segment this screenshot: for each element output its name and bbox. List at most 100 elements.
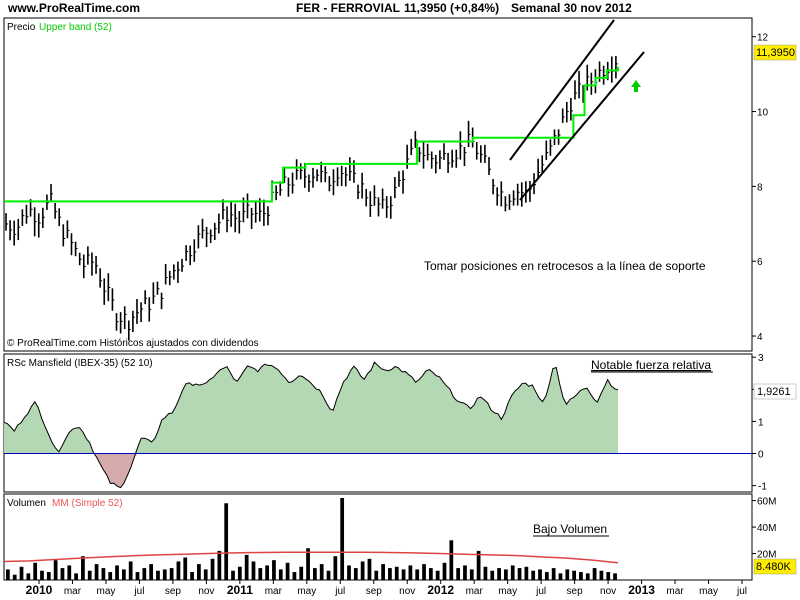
volume-bar	[278, 569, 283, 580]
volume-ma-line	[4, 551, 619, 564]
x-tick-label: 2012	[427, 583, 454, 597]
volume-y-tick-label: 20M	[757, 550, 776, 561]
rsc-positive-area	[4, 362, 618, 454]
volume-bar	[469, 569, 474, 580]
volume-y-tick-label: 60M	[757, 497, 776, 508]
volume-bar	[121, 569, 126, 580]
volume-bar	[169, 568, 174, 580]
x-tick-label: mar	[64, 586, 82, 597]
volume-bar	[592, 568, 597, 580]
volume-bar	[176, 561, 181, 580]
rsc-negative-area	[4, 453, 618, 488]
x-tick-label: mar	[265, 586, 283, 597]
volume-bar	[504, 569, 508, 580]
x-tick-label: nov	[198, 586, 214, 597]
x-tick-label: nov	[399, 586, 415, 597]
volume-bar	[476, 550, 481, 580]
volume-bar	[606, 572, 611, 580]
volume-bar	[538, 569, 542, 580]
volume-bar	[565, 569, 570, 580]
rsc-last-badge	[753, 383, 797, 400]
volume-bar	[258, 568, 263, 580]
x-tick-label: 2013	[628, 583, 655, 597]
price-y-tick-label: 4	[757, 332, 763, 343]
volume-bar	[142, 568, 147, 580]
volume-bar	[26, 573, 31, 580]
volume-bar	[19, 566, 24, 580]
volume-bar	[203, 569, 208, 580]
x-tick-label: 2011	[227, 583, 253, 597]
rsc-y-tick-label: 3	[758, 353, 764, 364]
arrow-up-icon	[631, 80, 641, 92]
volume-bar	[347, 565, 351, 580]
volume-bar	[456, 568, 461, 580]
volume-bar	[251, 561, 256, 580]
volume-bar	[53, 560, 58, 580]
volume-bar	[524, 566, 529, 580]
channel-lower-line	[519, 51, 645, 201]
volume-bar	[579, 572, 583, 580]
volume-bar	[128, 561, 133, 580]
volume-bar	[224, 503, 229, 580]
x-tick-label: nov	[600, 586, 616, 597]
volume-bar	[572, 570, 576, 580]
volume-bar	[46, 572, 51, 580]
site-title[interactable]: www.ProRealTime.com	[8, 1, 141, 15]
volume-bar	[60, 568, 65, 580]
volume-bar	[544, 572, 549, 580]
volume-bar	[313, 568, 317, 580]
price-last-value: 11,3950	[756, 47, 795, 59]
volume-bar	[74, 573, 78, 580]
volume-bar	[558, 573, 563, 580]
volume-annotation: Bajo Volumen	[533, 522, 607, 536]
volume-bar	[285, 562, 290, 580]
volume-bar	[401, 569, 406, 580]
price-y-tick-label: 10	[757, 108, 769, 119]
volume-bar	[183, 557, 188, 580]
volume-bar	[190, 572, 194, 580]
rsc-y-tick-label: 1	[758, 417, 764, 428]
volume-bar	[374, 570, 379, 580]
volume-bar	[551, 568, 556, 580]
volume-bar	[517, 568, 522, 580]
x-tick-label: may	[498, 586, 517, 597]
rsc-series	[4, 361, 752, 489]
rsc-last-value: 1,9261	[757, 386, 791, 398]
volume-bar	[33, 562, 38, 580]
volume-bar	[613, 573, 617, 580]
upper-band-line	[4, 66, 619, 203]
volume-bar	[340, 497, 345, 580]
volume-bar	[292, 572, 297, 580]
volume-bar	[108, 572, 113, 580]
x-tick-label: mar	[666, 586, 684, 597]
volume-y-tick-label: 40M	[757, 523, 776, 534]
volume-bar	[101, 568, 106, 580]
volume-bar	[94, 564, 99, 580]
x-tick-label: sep	[366, 586, 383, 597]
volume-bar	[87, 570, 92, 580]
volume-bar	[381, 564, 385, 580]
x-tick-label: jul	[334, 586, 345, 597]
price-y-tick-label: 6	[757, 257, 763, 268]
volume-bar	[319, 564, 324, 580]
volume-bar	[333, 556, 338, 580]
x-tick-label: sep	[567, 586, 584, 597]
volume-bar	[115, 565, 119, 580]
rsc-y-tick-label: -1	[758, 482, 767, 493]
volume-bar	[272, 560, 276, 580]
price-y-tick-label: 8	[757, 182, 763, 193]
volume-bar	[394, 566, 399, 580]
volume-bar	[449, 540, 454, 580]
volume-bar	[244, 554, 249, 580]
symbol-title: FER - FERROVIAL	[296, 1, 400, 15]
rsc-line	[4, 361, 619, 489]
volume-last-value: 8.480K	[756, 561, 792, 573]
volume-bar	[156, 570, 160, 580]
x-tick-label: sep	[165, 586, 182, 597]
volume-label: Volumen	[7, 498, 46, 509]
x-tick-label: may	[699, 586, 718, 597]
volume-bar	[326, 570, 331, 580]
volume-bar	[483, 566, 488, 580]
volume-bar	[497, 568, 501, 580]
volume-bar	[353, 568, 358, 580]
